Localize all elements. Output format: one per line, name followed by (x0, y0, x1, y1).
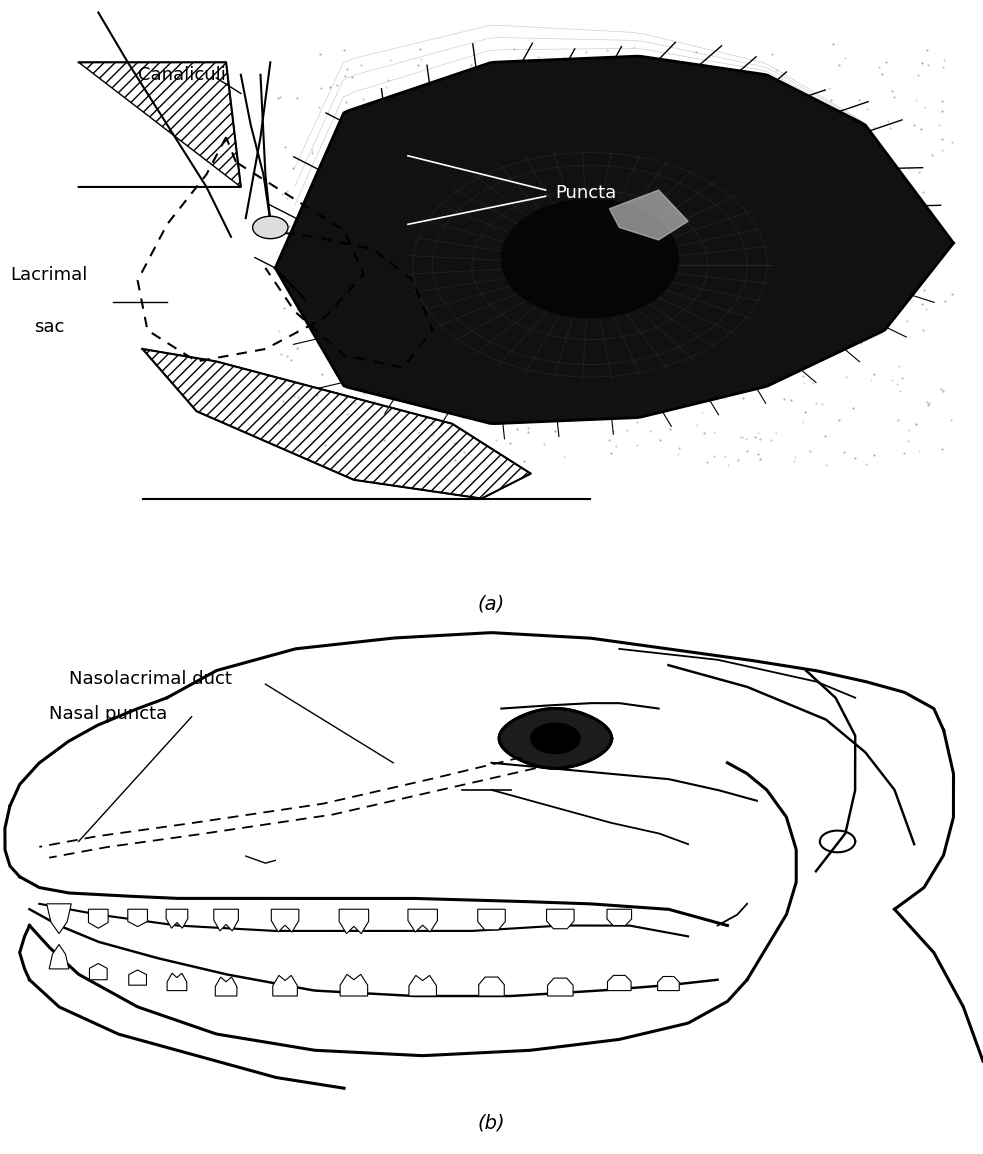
Polygon shape (609, 190, 688, 240)
Text: sac: sac (34, 317, 65, 336)
Polygon shape (499, 709, 611, 769)
Polygon shape (47, 904, 71, 934)
Polygon shape (167, 973, 187, 990)
Text: Nasolacrimal duct: Nasolacrimal duct (69, 669, 232, 688)
Circle shape (253, 216, 288, 239)
Polygon shape (548, 979, 573, 996)
Polygon shape (547, 909, 574, 929)
Text: (b): (b) (478, 1114, 505, 1133)
Polygon shape (607, 975, 631, 990)
Polygon shape (49, 944, 69, 969)
Text: Canaliculi: Canaliculi (138, 66, 225, 84)
Polygon shape (531, 724, 580, 754)
Polygon shape (408, 909, 437, 932)
Polygon shape (166, 909, 188, 928)
Polygon shape (215, 977, 237, 996)
Polygon shape (272, 975, 297, 996)
Polygon shape (89, 964, 107, 980)
Polygon shape (501, 200, 678, 317)
Polygon shape (128, 909, 147, 927)
Polygon shape (340, 974, 368, 996)
Polygon shape (339, 909, 369, 934)
Text: Nasal puncta: Nasal puncta (49, 705, 167, 722)
Polygon shape (271, 909, 299, 932)
Polygon shape (479, 977, 504, 996)
Polygon shape (607, 909, 631, 926)
Polygon shape (478, 909, 505, 930)
Polygon shape (88, 909, 108, 928)
Text: Lacrimal: Lacrimal (10, 265, 87, 284)
Text: Puncta: Puncta (555, 185, 616, 202)
Text: (a): (a) (478, 595, 505, 614)
Polygon shape (658, 976, 679, 990)
Polygon shape (275, 57, 954, 424)
Polygon shape (409, 975, 436, 996)
Polygon shape (129, 971, 146, 986)
Polygon shape (214, 909, 239, 931)
